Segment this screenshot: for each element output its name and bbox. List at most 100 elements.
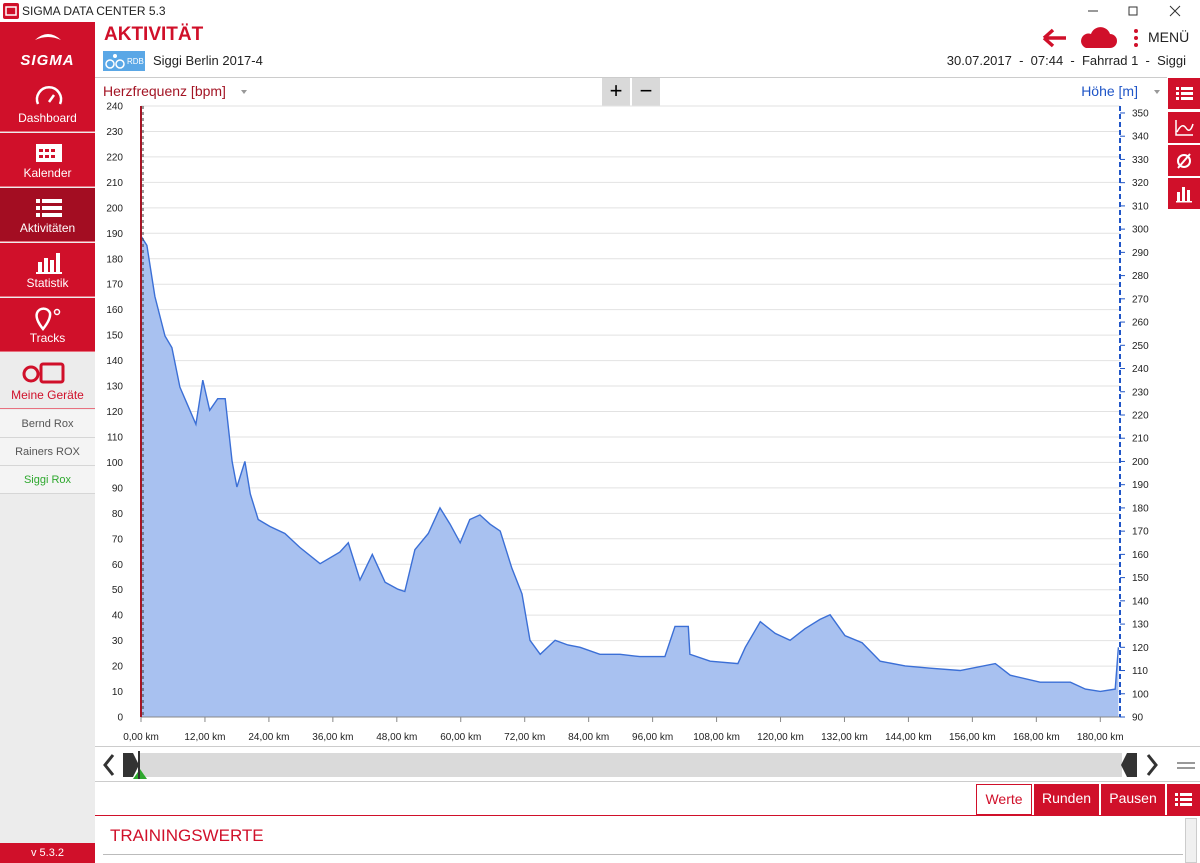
y2-tick-label: 310 <box>1132 201 1149 212</box>
y-tick-label: 0 <box>117 713 123 724</box>
area-fill <box>141 236 1119 717</box>
y2-tick-label: 330 <box>1132 155 1149 166</box>
nav-label: Tracks <box>29 331 66 345</box>
nav-item[interactable]: Kalender <box>0 133 95 187</box>
zoom-in[interactable]: + <box>602 78 630 106</box>
dropdown-arrow <box>241 90 247 94</box>
y-tick-label: 20 <box>112 662 124 673</box>
activity-name: Siggi Berlin 2017-4 <box>153 53 263 68</box>
x-tick-label: 24,00 km <box>248 732 289 743</box>
y2-tick-label: 100 <box>1132 689 1149 700</box>
nav-item[interactable]: Statistik <box>0 243 95 297</box>
nav-item[interactable]: Dashboard <box>0 78 95 132</box>
y2-tick-label: 150 <box>1132 573 1149 584</box>
view-curve[interactable] <box>1168 112 1200 143</box>
y-tick-label: 130 <box>106 382 123 393</box>
y-axis-label: Herzfrequenz [bpm] <box>103 83 226 99</box>
app-icon <box>3 3 19 19</box>
y2-tick-label: 210 <box>1132 434 1149 445</box>
nav-icon <box>36 199 62 217</box>
y2-tick-label: 120 <box>1132 643 1149 654</box>
scroll-track <box>140 753 1122 777</box>
y2-tick-label: 270 <box>1132 294 1149 305</box>
nav-icon <box>36 144 62 162</box>
device-item[interactable]: Bernd Rox <box>0 410 95 438</box>
menu-button[interactable]: MENÜ <box>1148 29 1190 45</box>
y2-tick-label: 280 <box>1132 271 1149 282</box>
y2-tick-label: 240 <box>1132 364 1149 375</box>
x-tick-label: 168,00 km <box>1013 732 1060 743</box>
x-tick-label: 60,00 km <box>440 732 481 743</box>
device-item[interactable]: Siggi Rox <box>0 466 95 494</box>
divider <box>95 815 1200 816</box>
x-tick-label: 144,00 km <box>885 732 932 743</box>
y2-tick-label: 350 <box>1132 108 1149 119</box>
y-tick-label: 240 <box>106 102 123 113</box>
y-tick-label: 190 <box>106 229 123 240</box>
y-tick-label: 200 <box>106 203 123 214</box>
sport-badge: RDB <box>103 51 145 71</box>
nav-label: Statistik <box>26 276 69 290</box>
view-average[interactable] <box>1168 145 1200 176</box>
y2-tick-label: 320 <box>1132 178 1149 189</box>
divider <box>95 77 1167 78</box>
header-actions[interactable] <box>1040 26 1140 52</box>
y-tick-label: 230 <box>106 127 123 138</box>
view-list[interactable] <box>1168 78 1200 109</box>
tab[interactable]: Pausen <box>1101 784 1165 815</box>
x-tick-label: 12,00 km <box>184 732 225 743</box>
nav-item[interactable]: Aktivitäten <box>0 188 95 242</box>
x-tick-label: 156,00 km <box>949 732 996 743</box>
y-tick-label: 70 <box>112 534 124 545</box>
x-tick-label: 96,00 km <box>632 732 673 743</box>
y-tick-label: 110 <box>107 432 123 443</box>
dropdown-arrow <box>1154 90 1160 94</box>
y-tick-label: 180 <box>106 254 123 265</box>
logo-mark <box>35 34 61 40</box>
scrollbar-vertical[interactable] <box>1185 818 1197 863</box>
x-tick-label: 72,00 km <box>504 732 545 743</box>
y2-axis-label: Höhe [m] <box>1081 83 1138 99</box>
tab-active[interactable]: Werte <box>976 784 1032 815</box>
y-tick-label: 80 <box>112 509 124 520</box>
sport-badge-text: RDB <box>127 57 144 66</box>
y2-tick-label: 180 <box>1132 503 1149 514</box>
nav-label: Meine Geräte <box>11 388 84 402</box>
x-tick-label: 36,00 km <box>312 732 353 743</box>
y-tick-label: 150 <box>106 331 123 342</box>
y-tick-label: 120 <box>106 407 123 418</box>
zoom-out[interactable]: − <box>632 78 660 106</box>
divider <box>103 854 1183 855</box>
y-tick-label: 100 <box>106 458 123 469</box>
tab-menu[interactable] <box>1167 784 1200 815</box>
activity-details: 30.07.2017 - 07:44 - Fahrrad 1 - Siggi <box>946 53 1186 68</box>
nav-item[interactable]: Tracks <box>0 298 95 352</box>
x-tick-label: 48,00 km <box>376 732 417 743</box>
y-tick-label: 160 <box>106 305 123 316</box>
logo-area: SIGMA <box>0 22 95 78</box>
y-tick-label: 40 <box>112 611 124 622</box>
y2-tick-label: 220 <box>1132 410 1149 421</box>
y2-tick-label: 250 <box>1132 341 1149 352</box>
version: v 5.3.2 <box>0 843 95 863</box>
window-controls[interactable] <box>1080 0 1200 22</box>
x-tick-label: 108,00 km <box>693 732 740 743</box>
device-item[interactable]: Rainers ROX <box>0 438 95 466</box>
title-bar: SIGMA DATA CENTER 5.3 <box>0 0 1200 22</box>
tab[interactable]: Runden <box>1034 784 1099 815</box>
scrollbar[interactable] <box>95 746 1200 782</box>
y-tick-label: 140 <box>106 356 123 367</box>
view-bars[interactable] <box>1168 178 1200 209</box>
nav-icon <box>35 86 63 105</box>
nav-item[interactable]: Meine Geräte <box>0 353 95 409</box>
y2-tick-label: 110 <box>1132 666 1148 677</box>
area-line <box>140 235 1120 693</box>
y2-tick-label: 140 <box>1132 596 1149 607</box>
scroll-controls[interactable] <box>95 747 1200 783</box>
y-tick-label: 30 <box>112 636 124 647</box>
chart: Herzfrequenz [bpm] Höhe [m] 0 10 20 30 40 50 60 7… <box>103 83 1160 743</box>
x-tick-label: 0,00 km <box>123 732 159 743</box>
y2-tick-label: 200 <box>1132 457 1149 468</box>
y-tick-label: 220 <box>106 152 123 163</box>
